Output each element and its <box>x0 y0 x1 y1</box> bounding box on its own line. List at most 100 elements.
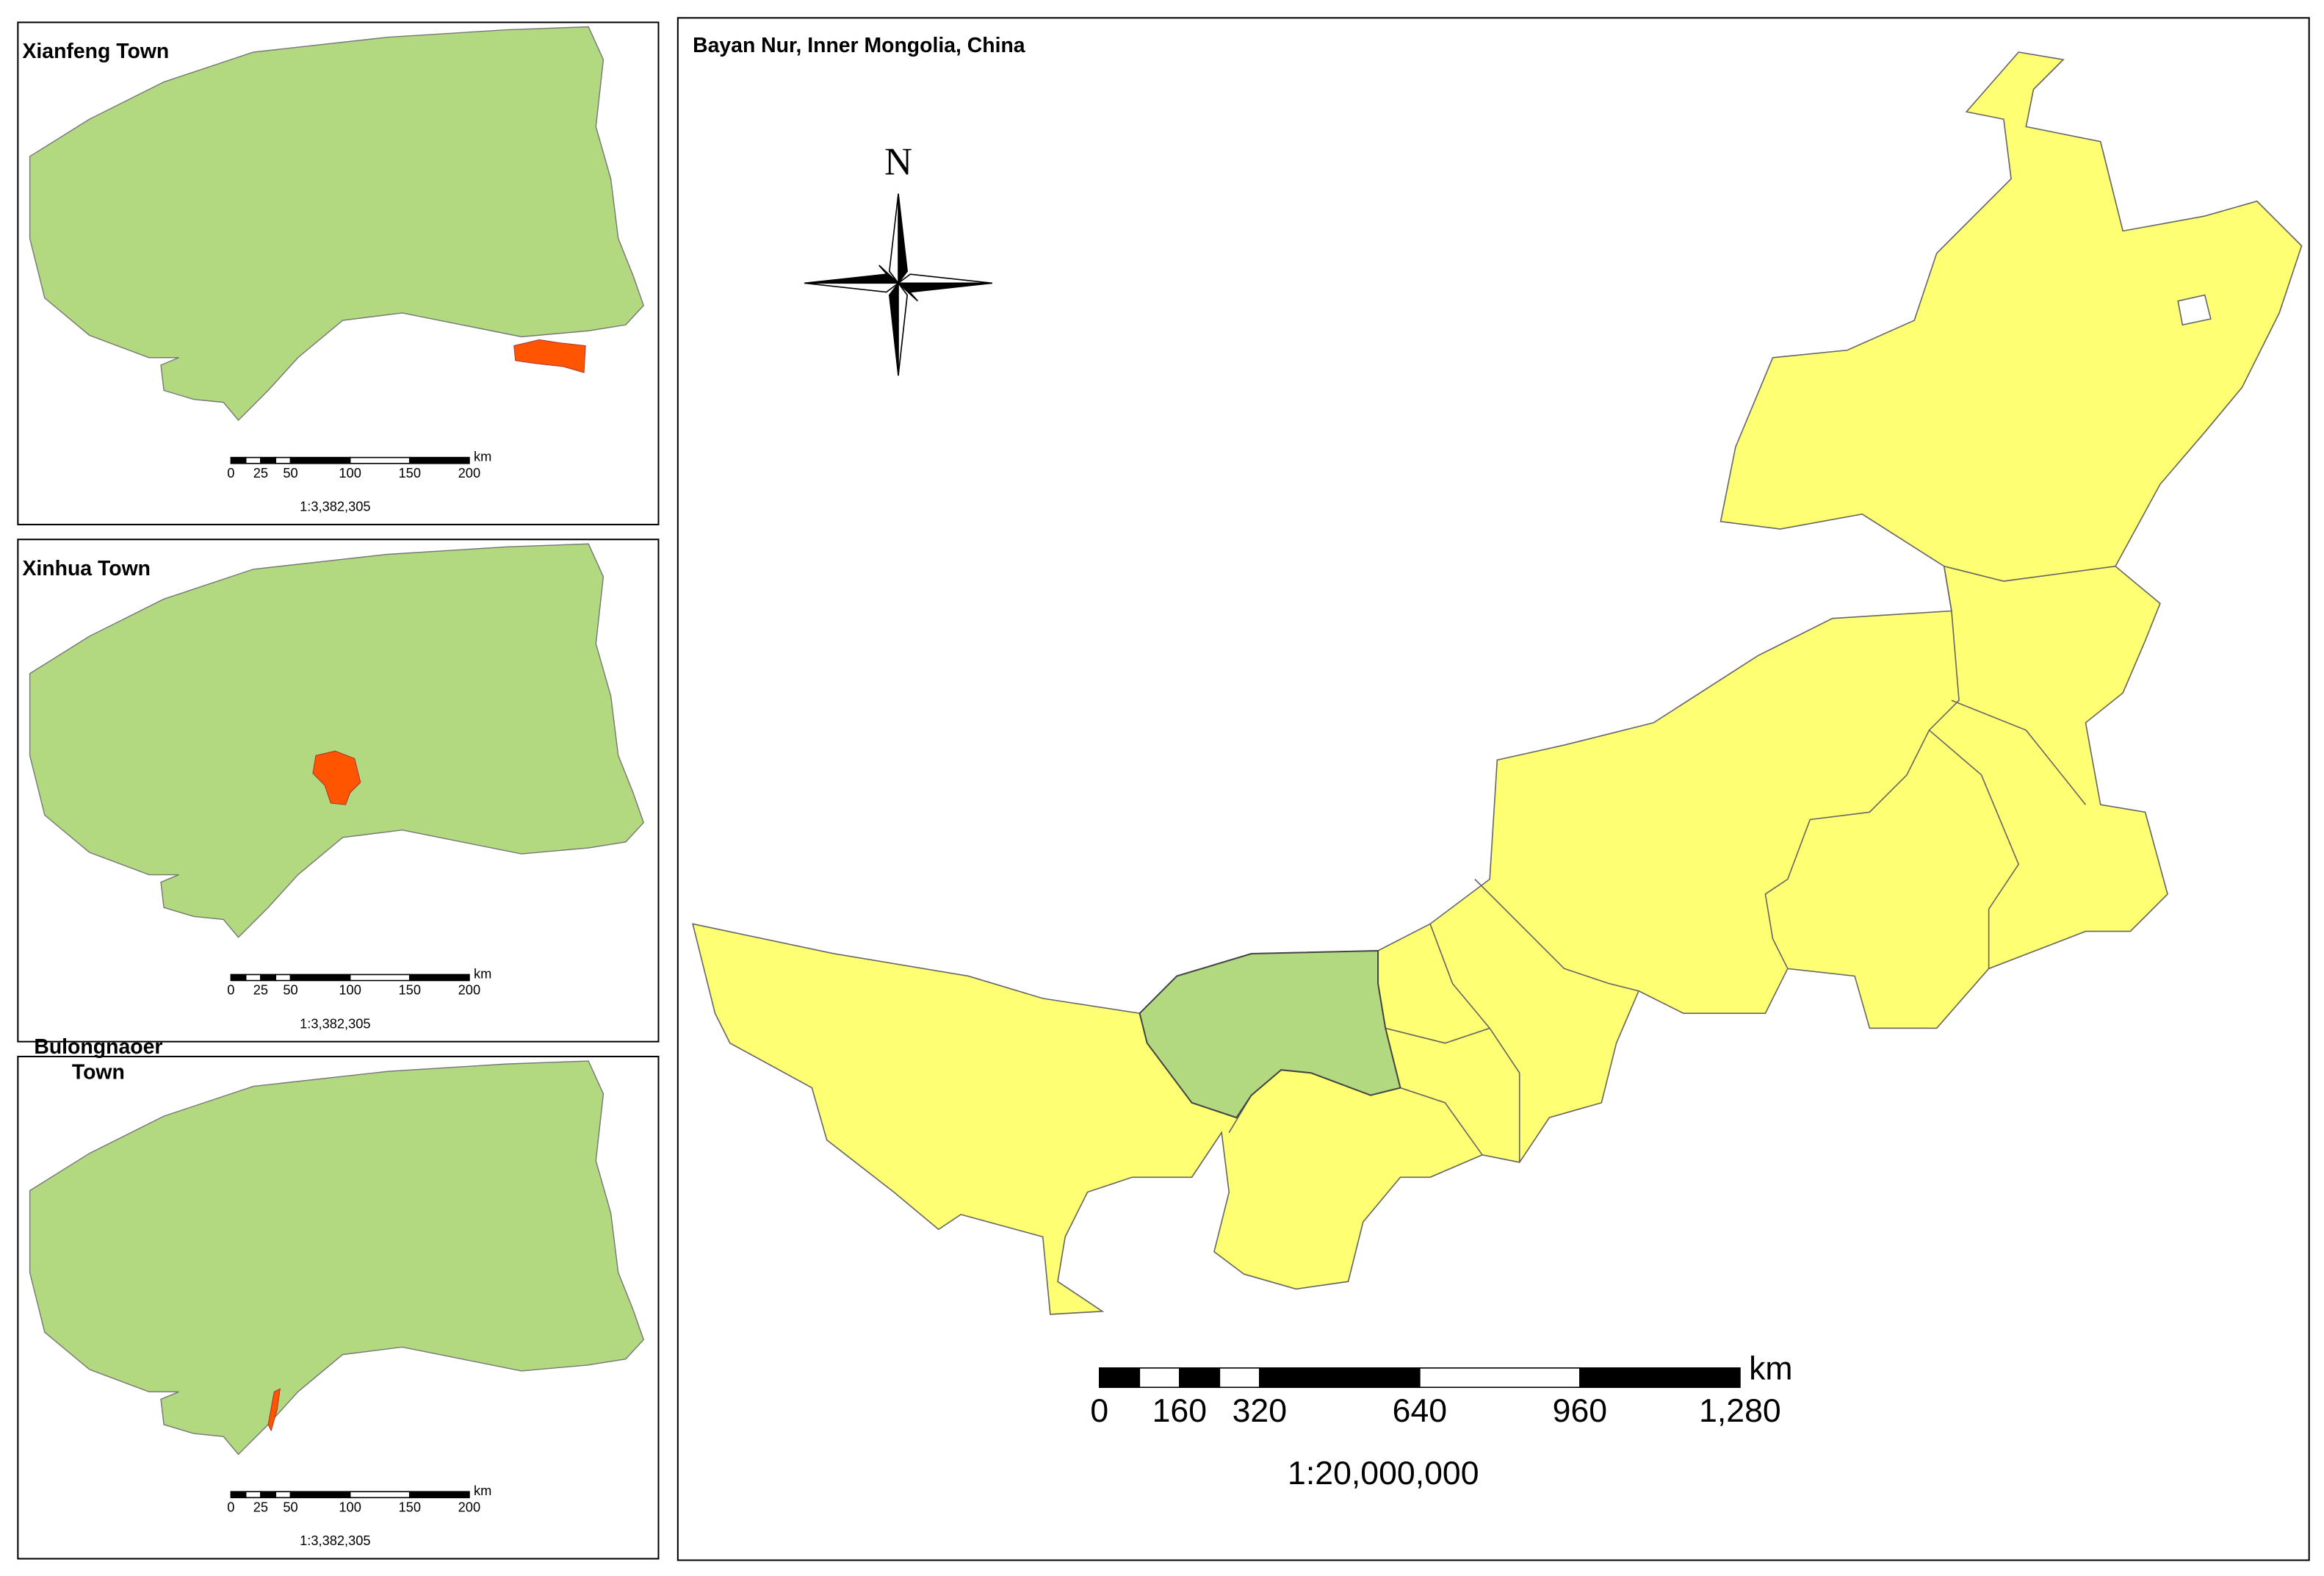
scale-segment <box>408 456 470 464</box>
scale-segment <box>289 456 351 464</box>
inset-title-box: Bulongnaoer Town <box>34 1034 163 1084</box>
boundary <box>1928 730 2020 969</box>
compass-point <box>878 265 899 284</box>
town-highlight <box>312 750 361 805</box>
main-title: Bayan Nur, Inner Mongolia, China <box>693 34 1025 57</box>
scale-segment <box>1138 1367 1180 1389</box>
scale-segment <box>349 1491 411 1499</box>
map-hole <box>2177 294 2212 326</box>
scale-label: 0 <box>227 1499 234 1514</box>
scale-label: 150 <box>399 465 421 481</box>
scale-segment <box>289 974 351 982</box>
compass-point <box>889 193 899 285</box>
scale-ratio: 1:3,382,305 <box>300 499 370 514</box>
scale-label: 200 <box>458 1499 480 1514</box>
scale-label: 640 <box>1393 1393 1447 1429</box>
scale-label: 100 <box>339 982 361 998</box>
boundary <box>1951 699 2087 805</box>
compass-point <box>898 281 909 376</box>
scale-segment <box>230 974 247 982</box>
scale-segment <box>408 1491 470 1499</box>
scale-label: 0 <box>227 465 234 481</box>
scale-label: 200 <box>458 982 480 998</box>
scale-segment <box>1219 1367 1260 1389</box>
scale-label: 100 <box>339 465 361 481</box>
scale-segment <box>1179 1367 1221 1389</box>
scale-segment <box>245 974 261 982</box>
main-frame <box>676 17 2310 1561</box>
scale-label: 50 <box>283 982 297 998</box>
scale-segment <box>275 1491 292 1499</box>
scale-unit: km <box>474 1483 491 1498</box>
main-scale-bar: 0 160 320 640 960 1,280 km 1:20,000,000 <box>1090 1351 1792 1492</box>
bayan-nur <box>29 26 645 421</box>
scale-label: 100 <box>339 1499 361 1514</box>
town-highlight <box>267 1388 281 1432</box>
boundary <box>1764 611 1960 969</box>
scale-unit: km <box>474 965 491 981</box>
scale-label: 1,280 <box>1699 1393 1781 1429</box>
scale-ratio: 1:3,382,305 <box>300 1533 370 1548</box>
scale-label: 25 <box>253 982 268 998</box>
scale-label: 0 <box>227 982 234 998</box>
scale-segment <box>245 456 261 464</box>
scale-label: 200 <box>458 465 480 481</box>
bayan-nur <box>29 543 645 938</box>
scale-segment <box>408 974 470 982</box>
scale-segment <box>260 974 277 982</box>
inset-title: Bulongnaoer Town <box>34 1034 163 1084</box>
compass-point <box>898 282 918 302</box>
inset-title: Xianfeng Town <box>22 38 170 63</box>
scale-segment <box>230 456 247 464</box>
town-highlight <box>513 339 586 373</box>
scale-unit: km <box>474 449 491 464</box>
scale-segment <box>230 1491 247 1499</box>
scale-segment <box>1579 1367 1741 1389</box>
scale-unit: km <box>1749 1351 1792 1387</box>
scale-segment <box>245 1491 261 1499</box>
inset-frame <box>17 1055 660 1560</box>
bayan-nur <box>29 1060 645 1456</box>
scale-segment <box>1259 1367 1421 1389</box>
scale-ratio: 1:20,000,000 <box>1288 1456 1479 1492</box>
north-label: N <box>884 140 912 183</box>
north-arrow <box>804 193 992 376</box>
scale-label: 25 <box>253 465 268 481</box>
compass-point <box>804 282 901 293</box>
scale-segment <box>275 974 292 982</box>
internal-boundaries <box>1228 565 2116 1162</box>
scale-segment <box>260 1491 277 1499</box>
scale-segment <box>349 974 411 982</box>
scale-segment <box>260 456 277 464</box>
inset-frame <box>17 21 660 525</box>
scale-label: 50 <box>283 1499 297 1514</box>
scale-ratio: 1:3,382,305 <box>300 1015 370 1031</box>
scale-label: 960 <box>1553 1393 1607 1429</box>
boundary <box>1400 1087 1483 1156</box>
boundary <box>1943 565 2116 611</box>
scale-label: 0 <box>1090 1393 1108 1429</box>
inset-title-box: Xinhua Town <box>22 556 151 580</box>
inset-frame <box>17 539 660 1043</box>
inner-mongolia <box>692 51 2303 1315</box>
boundary <box>1385 1027 1490 1044</box>
scale-segment <box>349 456 411 464</box>
scale-label: 150 <box>399 1499 421 1514</box>
scale-segment <box>1099 1367 1141 1389</box>
scale-label: 50 <box>283 465 297 481</box>
scale-label: 320 <box>1233 1393 1287 1429</box>
bayan-nur <box>1138 949 1401 1119</box>
inset-title-box: Xianfeng Town <box>22 38 170 63</box>
boundary <box>1474 879 1639 992</box>
scale-segment <box>289 1491 351 1499</box>
scale-label: 150 <box>399 982 421 998</box>
scale-segment <box>275 456 292 464</box>
scale-label: 25 <box>253 1499 268 1514</box>
scale-label: 160 <box>1152 1393 1207 1429</box>
